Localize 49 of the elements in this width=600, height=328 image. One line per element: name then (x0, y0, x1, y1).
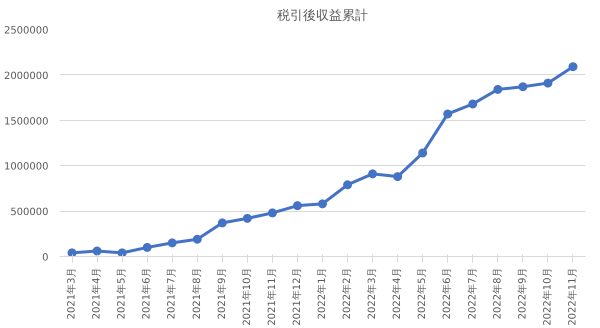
x-tick-label: 2022年9月 (516, 268, 528, 320)
point (318, 199, 327, 208)
point (343, 180, 352, 190)
x-tick-label: 2022年6月 (441, 268, 454, 320)
x-tick-label: 2022年2月 (341, 268, 354, 320)
x-tick-label: 2021年5月 (116, 268, 128, 320)
point (468, 99, 478, 108)
point (493, 84, 502, 94)
point (368, 169, 378, 178)
x-tick-label: 2021年11月 (266, 267, 278, 326)
point (118, 248, 127, 256)
x-tick-label: 2021年9月 (216, 268, 228, 320)
y-tick-label: 500000 (10, 207, 49, 218)
point (268, 208, 277, 218)
point (443, 109, 452, 118)
point (393, 172, 402, 182)
point (168, 238, 177, 248)
y-tick-label: 0 (42, 252, 49, 264)
point (418, 148, 428, 158)
x-tick-label: 2022年1月 (316, 268, 328, 320)
point (242, 214, 252, 223)
y-tick-label: 1000000 (4, 162, 49, 173)
x-tick-label: 2021年7月 (166, 268, 178, 320)
x-tick-label: 2022年4月 (391, 268, 404, 320)
point (543, 78, 552, 88)
point (142, 242, 152, 252)
point (292, 201, 302, 210)
point (92, 246, 102, 256)
point (68, 248, 77, 256)
x-tick-label: 2021年12月 (290, 267, 303, 326)
x-tick-label: 2022年8月 (491, 268, 504, 320)
x-tick-label: 2021年3月 (66, 268, 78, 320)
x-tick-label: 2022年11月 (566, 267, 578, 326)
point (218, 218, 227, 228)
y-tick-label: 1500000 (4, 116, 49, 128)
x-tick-label: 2022年7月 (466, 268, 478, 320)
point (518, 82, 528, 92)
point (192, 234, 202, 244)
x-tick-label: 2021年10月 (240, 267, 253, 326)
x-tick-label: 2022年5月 (416, 268, 428, 320)
y-tick-label: 2500000 (4, 26, 49, 36)
x-tick-label: 2021年8月 (190, 268, 203, 320)
x-tick-label: 2021年6月 (140, 268, 153, 320)
y-tick-label: 2000000 (4, 70, 49, 82)
x-tick-label: 2021年4月 (90, 268, 103, 320)
point (568, 62, 578, 72)
chart-title: 税引後収益累計 (277, 8, 368, 24)
x-tick-label: 2022年3月 (366, 268, 378, 320)
x-tick-label: 2022年10月 (541, 267, 554, 326)
